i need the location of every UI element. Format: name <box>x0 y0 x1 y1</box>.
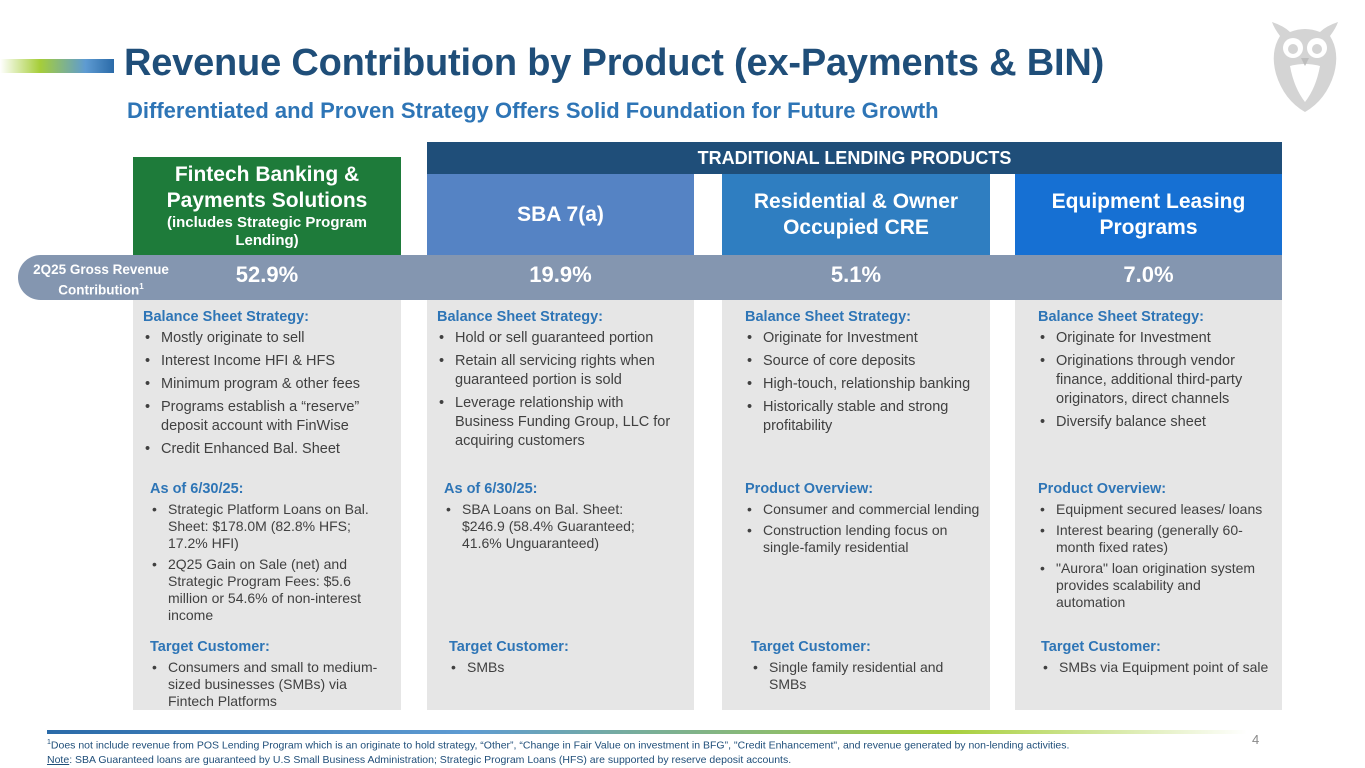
footnote-note: Note: SBA Guaranteed loans are guarantee… <box>47 753 1069 767</box>
section-title: Target Customer: <box>751 639 871 655</box>
sba-revenue-value: 19.9% <box>529 262 592 287</box>
owl-logo-icon <box>1272 22 1338 112</box>
list-item: Hold or sell guaranteed portion <box>437 329 682 348</box>
equipment-revenue-value: 7.0% <box>1123 262 1174 287</box>
revenue-contribution-band <box>18 255 1282 300</box>
sba-title: SBA 7(a) <box>517 202 604 226</box>
equipment-column-header: Equipment Leasing Programs <box>1015 174 1282 255</box>
section-title: As of 6/30/25: <box>444 481 538 497</box>
sba-target-section: Target Customer: SMBs <box>449 638 674 680</box>
residential-balance-sheet-section: Balance Sheet Strategy: Originate for In… <box>745 308 975 440</box>
note-label: Note <box>47 753 70 766</box>
list-item: Leverage relationship with Business Fund… <box>437 394 682 451</box>
section-title: Balance Sheet Strategy: <box>437 309 604 325</box>
list-item: Originations through vendor finance, add… <box>1038 352 1273 409</box>
fintech-column-header: Fintech Banking & Payments Solutions (in… <box>133 157 401 255</box>
fintech-balance-sheet-section: Balance Sheet Strategy: Mostly originate… <box>143 308 388 463</box>
revenue-label-line2: Contribution <box>58 282 140 298</box>
section-title: Balance Sheet Strategy: <box>143 309 310 325</box>
section-title: Balance Sheet Strategy: <box>745 309 912 325</box>
list-item: Diversify balance sheet <box>1038 413 1273 432</box>
sba-column-header: SBA 7(a) <box>427 174 694 255</box>
residential-title-line2: Occupied CRE <box>783 215 929 239</box>
residential-overview-section: Product Overview: Consumer and commercia… <box>745 480 980 560</box>
fintech-title-line1: Fintech Banking & <box>174 163 360 186</box>
section-title: Product Overview: <box>1038 481 1167 497</box>
fintech-as-of-section: As of 6/30/25: Strategic Platform Loans … <box>150 480 380 628</box>
section-title: Target Customer: <box>449 639 569 655</box>
list-item: Source of core deposits <box>745 352 975 371</box>
list-item: SMBs <box>449 659 674 676</box>
page-title: Revenue Contribution by Product (ex-Paym… <box>124 42 1105 84</box>
equipment-title-line2: Programs <box>1099 215 1198 239</box>
revenue-label-footnote-mark: 1 <box>139 282 144 291</box>
list-item: Interest Income HFI & HFS <box>143 352 388 371</box>
page-subtitle: Differentiated and Proven Strategy Offer… <box>127 98 939 123</box>
section-title: As of 6/30/25: <box>150 481 244 497</box>
equipment-overview-section: Product Overview: Equipment secured leas… <box>1038 480 1263 615</box>
footer-accent-bar <box>47 730 1247 734</box>
list-item: Construction lending focus on single-fam… <box>745 522 980 556</box>
list-item: Strategic Platform Loans on Bal. Sheet: … <box>150 501 380 552</box>
title-accent-bar <box>0 59 114 73</box>
section-title: Target Customer: <box>150 639 270 655</box>
list-item: Single family residential and SMBs <box>751 659 976 693</box>
list-item: "Aurora" loan origination system provide… <box>1038 560 1263 611</box>
section-title: Product Overview: <box>745 481 874 497</box>
equipment-target-section: Target Customer: SMBs via Equipment poin… <box>1041 638 1271 680</box>
page-number: 4 <box>1252 732 1260 747</box>
sba-balance-sheet-section: Balance Sheet Strategy: Hold or sell gua… <box>437 308 682 455</box>
residential-column-header: Residential & Owner Occupied CRE <box>722 174 990 255</box>
residential-target-section: Target Customer: Single family residenti… <box>751 638 976 697</box>
equipment-title-line1: Equipment Leasing <box>1051 189 1246 213</box>
note-text: : SBA Guaranteed loans are guaranteed by… <box>69 753 792 766</box>
list-item: Consumers and small to medium-sized busi… <box>150 659 380 710</box>
list-item: Originate for Investment <box>745 329 975 348</box>
list-item: Retain all servicing rights when guarant… <box>437 352 682 390</box>
list-item: SMBs via Equipment point of sale <box>1041 659 1271 676</box>
fintech-title-line2: Payments Solutions <box>166 189 368 212</box>
footnote-1-text: Does not include revenue from POS Lendin… <box>50 739 1070 752</box>
list-item: 2Q25 Gain on Sale (net) and Strategic Pr… <box>150 556 380 624</box>
list-item: Minimum program & other fees <box>143 375 388 394</box>
equipment-balance-sheet-section: Balance Sheet Strategy: Originate for In… <box>1038 308 1273 436</box>
section-title: Target Customer: <box>1041 639 1161 655</box>
list-item: SBA Loans on Bal. Sheet: $246.9 (58.4% G… <box>444 501 669 552</box>
footnote-mark: 1 <box>47 739 51 746</box>
list-item: Programs establish a “reserve” deposit a… <box>143 398 388 436</box>
list-item: Equipment secured leases/ loans <box>1038 501 1263 518</box>
fintech-revenue-value: 52.9% <box>235 262 299 287</box>
revenue-contribution-label: 2Q25 Gross Revenue Contribution1 <box>26 261 176 299</box>
section-title: Balance Sheet Strategy: <box>1038 309 1205 325</box>
footnotes: 1Does not include revenue from POS Lendi… <box>47 736 1069 767</box>
list-item: Originate for Investment <box>1038 329 1273 348</box>
sba-as-of-section: As of 6/30/25: SBA Loans on Bal. Sheet: … <box>444 480 669 556</box>
fintech-target-section: Target Customer: Consumers and small to … <box>150 638 380 714</box>
residential-title-line1: Residential & Owner <box>753 189 959 213</box>
list-item: Consumer and commercial lending <box>745 501 980 518</box>
list-item: Interest bearing (generally 60-month fix… <box>1038 522 1263 556</box>
list-item: Credit Enhanced Bal. Sheet <box>143 440 388 459</box>
traditional-lending-header: TRADITIONAL LENDING PRODUCTS <box>427 142 1282 174</box>
list-item: Historically stable and strong profitabi… <box>745 398 975 436</box>
revenue-label-line1: 2Q25 Gross Revenue <box>33 262 169 277</box>
footnote-1: 1Does not include revenue from POS Lendi… <box>47 736 1069 753</box>
list-item: Mostly originate to sell <box>143 329 388 348</box>
list-item: High-touch, relationship banking <box>745 375 975 394</box>
fintech-note: (includes Strategic Program Lending) <box>166 214 368 249</box>
residential-revenue-value: 5.1% <box>830 262 882 287</box>
